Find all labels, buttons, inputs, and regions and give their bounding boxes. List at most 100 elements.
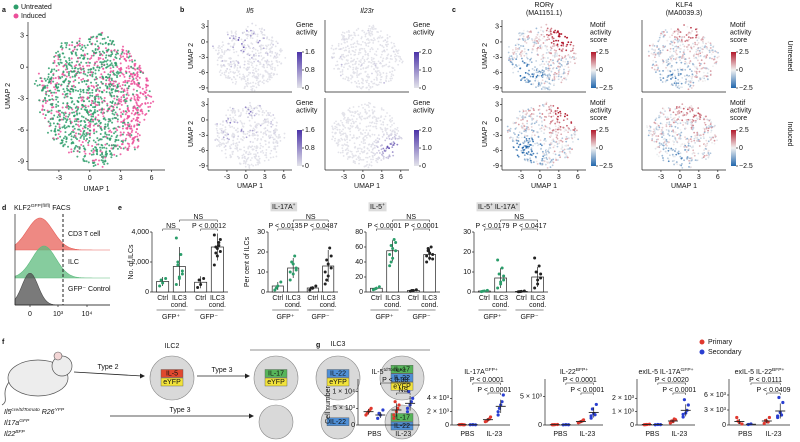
cell-dot <box>385 115 387 117</box>
cell-dot <box>253 72 255 74</box>
cell-dot <box>362 68 364 70</box>
cell-dot <box>677 38 679 40</box>
cell-dot <box>116 155 118 157</box>
cell-dot <box>524 48 526 50</box>
cell-dot <box>546 110 548 112</box>
cell-dot <box>669 43 671 45</box>
cell-dot <box>227 138 229 140</box>
cell-dot <box>366 164 368 166</box>
cell-dot <box>375 65 377 67</box>
cell-dot <box>712 49 714 51</box>
cell-dot <box>367 30 369 32</box>
cell-dot <box>244 156 246 158</box>
cell-dot <box>71 101 73 103</box>
cell-dot <box>702 80 704 82</box>
cell-dot <box>65 121 67 123</box>
cell-dot <box>528 138 530 140</box>
cell-dot <box>50 82 52 84</box>
cell-dot <box>225 142 227 144</box>
cell-dot <box>574 134 576 136</box>
cell-dot <box>564 55 566 57</box>
cell-dot <box>695 28 697 30</box>
cell-dot <box>69 76 71 78</box>
cell-dot <box>338 43 340 45</box>
cell-dot <box>112 118 114 120</box>
cell-dot <box>104 131 106 133</box>
cell-dot <box>366 81 368 83</box>
cell-dot <box>564 113 566 115</box>
cell-dot <box>265 134 267 136</box>
cell-dot <box>368 102 370 104</box>
cell-dot <box>376 161 378 163</box>
cell-dot <box>364 103 366 105</box>
cell-dot <box>267 81 269 83</box>
cell-dot <box>341 147 343 149</box>
cell-dot <box>560 133 562 135</box>
cell-dot <box>526 138 528 140</box>
cell-dot <box>370 144 372 146</box>
cell-dot <box>384 129 386 131</box>
cell-dot <box>129 133 131 135</box>
cell-dot <box>376 152 378 154</box>
cell-dot <box>396 129 398 131</box>
cell-dot <box>252 82 254 84</box>
cell-dot <box>376 84 378 86</box>
cell-dot <box>94 119 96 121</box>
cell-dot <box>270 136 272 138</box>
cell-dot <box>552 159 554 161</box>
cell-dot <box>533 73 535 75</box>
cell-dot <box>372 86 374 88</box>
cell-dot <box>45 94 47 96</box>
cell-dot <box>548 69 550 71</box>
x-tick-label: -3 <box>56 175 62 182</box>
cell-dot <box>696 71 698 73</box>
cell-dot <box>662 157 664 159</box>
cell-dot <box>672 77 674 79</box>
cell-dot <box>395 138 397 140</box>
cell-dot <box>350 78 352 80</box>
cell-dot <box>388 80 390 82</box>
cell-dot <box>394 131 396 133</box>
cell-dot <box>98 48 100 50</box>
cell-dot <box>522 142 524 144</box>
cell-dot <box>376 63 378 65</box>
cell-dot <box>111 102 113 104</box>
cell-dot <box>94 164 96 166</box>
cell-dot <box>383 156 385 158</box>
x-tick-label: 0 <box>538 174 542 181</box>
colorbar <box>591 130 596 166</box>
cell-dot <box>379 37 381 39</box>
cell-dot <box>99 87 101 89</box>
cell-dot <box>695 37 697 39</box>
cell-dot <box>674 36 676 38</box>
cell-dot <box>555 157 557 159</box>
cell-dot <box>344 50 346 52</box>
cell-dot <box>80 91 82 93</box>
cell-dot <box>111 144 113 146</box>
cell-dot <box>91 145 93 147</box>
cell-dot <box>560 126 562 128</box>
cell-dot <box>359 144 361 146</box>
cell-dot <box>137 139 139 141</box>
cell-dot <box>364 50 366 52</box>
cell-dot <box>541 158 543 160</box>
cell-dot <box>526 123 528 125</box>
cell-dot <box>556 53 558 55</box>
cell-dot <box>558 112 560 114</box>
cell-dot <box>340 75 342 77</box>
cell-dot <box>218 137 220 139</box>
cell-dot <box>357 34 359 36</box>
cell-dot <box>133 81 135 83</box>
cell-dot <box>230 66 232 68</box>
cell-dot <box>707 72 709 74</box>
cell-dot <box>117 53 119 55</box>
column-title: RORγ <box>534 2 554 9</box>
cell-dot <box>123 74 125 76</box>
colorbar-tick-label: 2.5 <box>739 49 749 56</box>
cell-dot <box>535 78 537 80</box>
cell-dot <box>715 63 717 65</box>
cell-dot <box>527 135 529 137</box>
cell-dot <box>520 55 522 57</box>
cell-dot <box>260 125 262 127</box>
cell-dot <box>229 147 231 149</box>
